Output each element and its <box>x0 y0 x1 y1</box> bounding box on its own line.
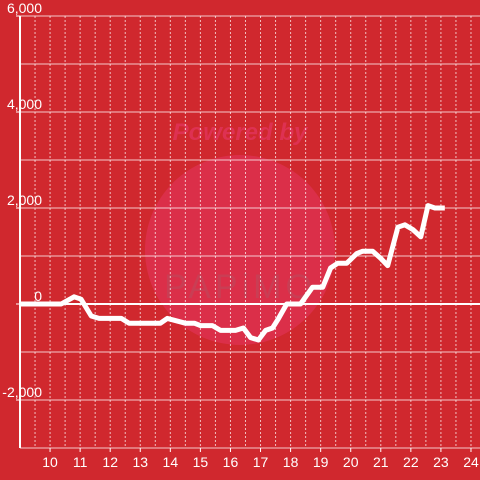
x-tick-label: 20 <box>343 454 359 470</box>
x-tick-label: 12 <box>102 454 118 470</box>
y-tick-label: -2,000 <box>2 384 42 400</box>
watermark-circle <box>145 155 335 345</box>
x-tick-label: 18 <box>283 454 299 470</box>
y-tick-label: 2,000 <box>7 192 42 208</box>
x-tick-label: 11 <box>73 454 88 470</box>
x-tick-label: 16 <box>223 454 239 470</box>
x-tick-label: 22 <box>403 454 419 470</box>
y-tick-label: 4,000 <box>7 96 42 112</box>
x-tick-label: 23 <box>433 454 449 470</box>
x-tick-label: 21 <box>373 454 389 470</box>
watermark-text: Powered by <box>173 119 309 146</box>
x-tick-label: 14 <box>163 454 179 470</box>
x-tick-label: 17 <box>253 454 269 470</box>
x-tick-label: 15 <box>193 454 209 470</box>
data-line <box>20 203 445 343</box>
y-tick-label: 6,000 <box>7 0 42 16</box>
x-tick-label: 13 <box>132 454 148 470</box>
x-tick-label: 19 <box>313 454 329 470</box>
x-tick-label: 24 <box>463 454 479 470</box>
y-tick-label: 0 <box>34 288 42 304</box>
watermark-text: PAPiMO <box>164 268 316 306</box>
x-tick-label: 10 <box>42 454 58 470</box>
